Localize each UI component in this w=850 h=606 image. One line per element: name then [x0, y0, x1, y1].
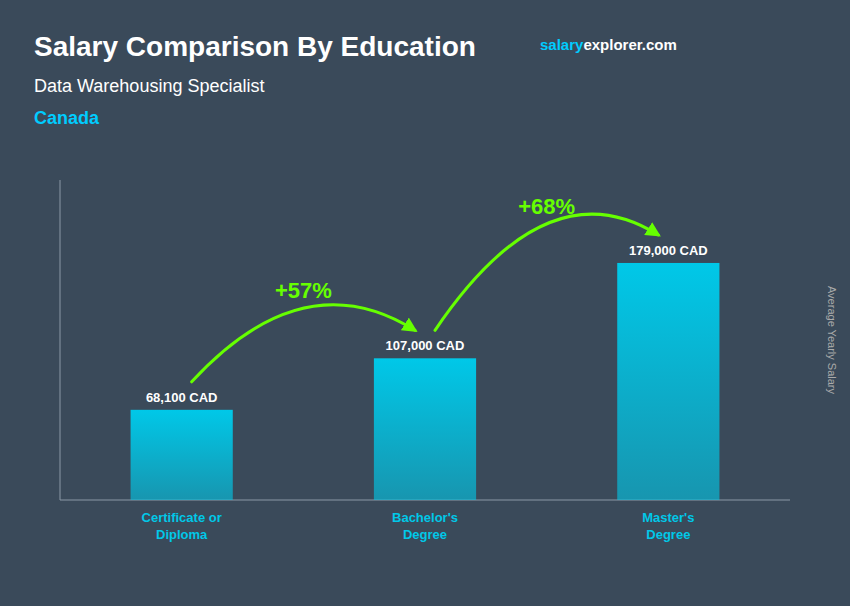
- background: [0, 0, 850, 606]
- change-label: +57%: [275, 278, 332, 303]
- y-axis-label: Average Yearly Salary: [826, 286, 838, 395]
- x-tick-label-line: Certificate or: [142, 510, 222, 525]
- data-label: 107,000 CAD: [386, 338, 465, 353]
- change-arrow: [435, 214, 658, 330]
- watermark-part: salary: [540, 36, 584, 53]
- change-label: +68%: [518, 194, 575, 219]
- watermark-part: .com: [642, 36, 677, 53]
- change-arrow: [192, 305, 415, 382]
- x-tick-label: Bachelor's Degree: [392, 510, 458, 542]
- bar: [617, 263, 719, 500]
- x-tick-label-line: Bachelor's: [392, 510, 458, 525]
- x-tick-label-line: Diploma: [156, 527, 208, 542]
- data-label: 179,000 CAD: [629, 243, 708, 258]
- chart: Certificate orDiplomaBachelor'sDegreeMas…: [0, 0, 850, 606]
- subtitle: Data Warehousing Specialist: [34, 76, 264, 96]
- title: Salary Comparison By Education: [34, 31, 476, 62]
- x-tick-label-line: Master's: [642, 510, 694, 525]
- x-tick-label: Master's Degree: [642, 510, 694, 542]
- bars: [131, 263, 720, 500]
- y-axis-line: [60, 180, 61, 500]
- x-tick-label-line: Degree: [403, 527, 447, 542]
- data-label: 68,100 CAD: [146, 390, 218, 405]
- watermark-part: explorer: [583, 36, 642, 53]
- bar: [374, 358, 476, 500]
- bar: [131, 410, 233, 500]
- watermark: salaryexplorer.com: [540, 36, 677, 53]
- annotation: Canada: [34, 108, 100, 128]
- x-tick-label-line: Degree: [646, 527, 690, 542]
- x-tick-label: Certificate or Diploma: [142, 510, 222, 542]
